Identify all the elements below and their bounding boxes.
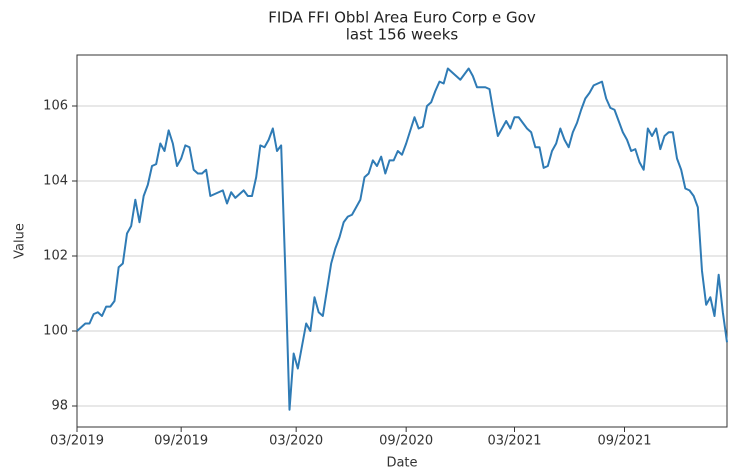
x-tick-label: 09/2020 — [379, 434, 433, 449]
y-axis-label: Value — [13, 223, 28, 259]
y-tick-label: 102 — [43, 249, 68, 264]
y-tick-label: 106 — [43, 99, 68, 114]
y-tick-label: 104 — [43, 174, 68, 189]
x-tick-label: 09/2019 — [154, 434, 208, 449]
y-tick-label: 98 — [51, 399, 68, 414]
x-tick-label: 03/2020 — [269, 434, 323, 449]
data-line — [76, 67, 728, 411]
x-tick-label: 09/2021 — [597, 434, 651, 449]
chart-title: FIDA FFI Obbl Area Euro Corp e Gov — [268, 9, 536, 27]
y-tick-label: 100 — [43, 324, 68, 339]
x-tick-label: 03/2019 — [50, 434, 104, 449]
x-axis-label: Date — [386, 456, 417, 471]
x-tick-label: 03/2021 — [487, 434, 541, 449]
plot-frame — [76, 54, 728, 428]
chart-subtitle: last 156 weeks — [346, 26, 459, 44]
